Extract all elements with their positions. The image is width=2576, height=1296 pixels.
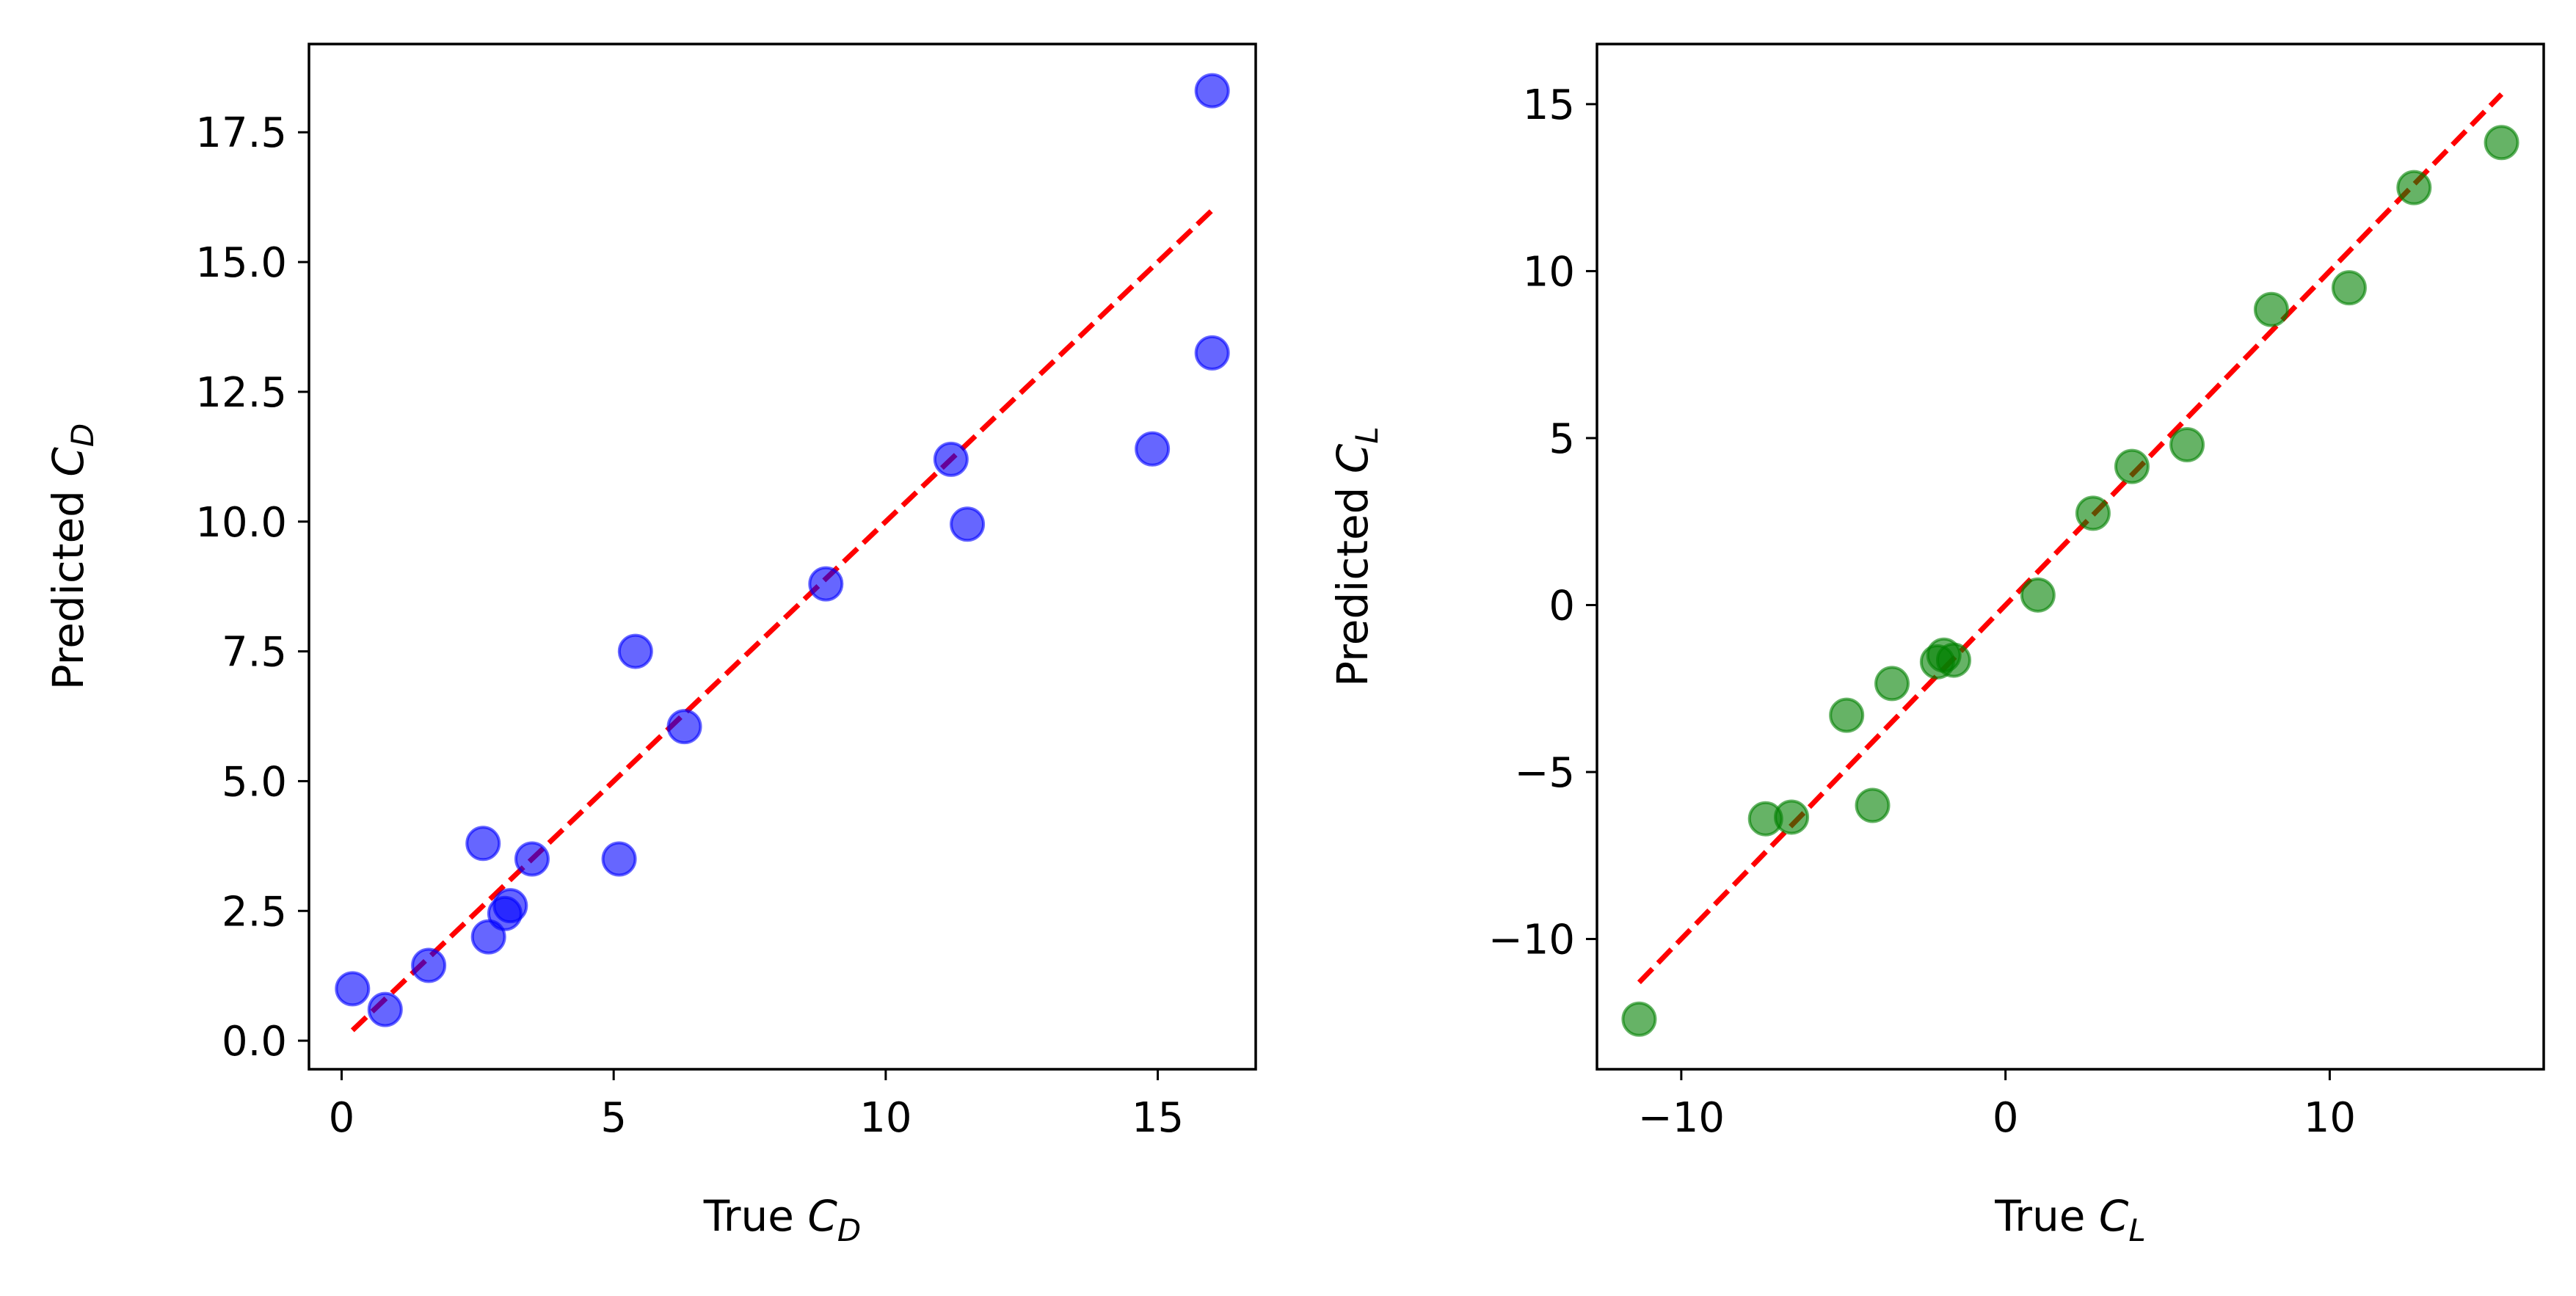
data-point-3 xyxy=(1829,697,1865,733)
data-point-4 xyxy=(1855,787,1891,823)
data-point-13 xyxy=(2253,291,2289,327)
data-point-11 xyxy=(2114,448,2150,484)
drag-coefficient-scatter-panel: 0 5 10 15 0.0 2.5 5.0 7.5 10.0 12.5 15.0 17.5 True C… xyxy=(43,43,1257,1248)
data-point-5 xyxy=(1874,666,1910,702)
x-tick-label-3: 15 xyxy=(1132,1094,1184,1142)
y-axis-label: Predicted CD xyxy=(43,423,101,691)
x-tick-label-2: 10 xyxy=(859,1094,912,1142)
data-point-11 xyxy=(808,566,844,602)
x-tick-label-0: −10 xyxy=(1638,1094,1725,1142)
data-point-3 xyxy=(465,826,501,862)
y-axis-label-prefix: Predicted xyxy=(1328,473,1378,687)
x-axis-label-subscript: L xyxy=(2128,1212,2145,1248)
identity-line xyxy=(350,208,1215,1033)
x-axis-label-prefix: True xyxy=(703,1191,808,1241)
data-point-9 xyxy=(617,633,653,669)
data-point-10 xyxy=(666,709,702,745)
data-point-16 xyxy=(2484,125,2519,161)
data-point-7 xyxy=(514,841,550,877)
data-point-15 xyxy=(2396,170,2432,205)
y-tick-label-3: 5 xyxy=(1549,415,1575,463)
x-axis-label: True CD xyxy=(703,1191,861,1248)
x-tick-label-1: 5 xyxy=(600,1094,627,1142)
data-point-13 xyxy=(950,506,986,542)
data-point-2 xyxy=(411,947,447,983)
identity-line xyxy=(1637,92,2504,985)
y-axis-label-prefix: Predicted xyxy=(43,477,93,691)
data-point-0 xyxy=(1621,1001,1657,1037)
y-axis-label-subscript: L xyxy=(1349,426,1385,443)
y-tick-label-4: 10.0 xyxy=(195,499,287,547)
data-point-8 xyxy=(601,841,637,877)
y-tick-label-1: −5 xyxy=(1514,749,1575,797)
y-axis-label-symbol: C xyxy=(1328,443,1378,473)
y-tick-label-7: 17.5 xyxy=(195,109,287,157)
data-point-2 xyxy=(1774,799,1810,835)
y-axis-label-subscript: D xyxy=(65,423,101,447)
x-axis-label-symbol: C xyxy=(807,1191,837,1241)
x-axis-label-subscript: D xyxy=(837,1212,861,1248)
y-tick-label-4: 10 xyxy=(1523,248,1575,296)
data-point-14 xyxy=(2331,270,2367,306)
y-tick-label-5: 12.5 xyxy=(195,369,287,417)
data-point-6 xyxy=(492,888,528,924)
y-tick-label-0: 0.0 xyxy=(222,1018,287,1066)
y-axis-label-symbol: C xyxy=(43,447,93,477)
data-point-1 xyxy=(367,991,403,1027)
data-point-15 xyxy=(1194,73,1230,109)
y-tick-label-2: 0 xyxy=(1549,582,1575,630)
x-tick-label-0: 0 xyxy=(329,1094,355,1142)
x-axis-label-symbol: C xyxy=(2099,1191,2129,1241)
data-point-9 xyxy=(2020,577,2056,613)
axes-frame xyxy=(1596,43,2545,1071)
y-tick-label-1: 2.5 xyxy=(222,888,287,936)
data-point-8 xyxy=(1935,642,1971,678)
y-axis-label: Predicted CL xyxy=(1328,426,1385,687)
data-point-12 xyxy=(2169,427,2205,463)
x-axis-label: True CL xyxy=(1994,1191,2146,1248)
y-tick-label-5: 15 xyxy=(1523,81,1575,129)
data-point-14 xyxy=(1135,431,1171,467)
axes-frame xyxy=(308,43,1257,1071)
y-tick-label-0: −10 xyxy=(1488,917,1575,964)
y-tick-label-3: 7.5 xyxy=(222,629,287,677)
data-point-16 xyxy=(1194,335,1230,371)
y-tick-label-6: 15.0 xyxy=(195,239,287,287)
x-axis-label-prefix: True xyxy=(1994,1191,2099,1241)
x-tick-label-2: 10 xyxy=(2304,1094,2356,1142)
data-point-12 xyxy=(933,441,969,477)
y-tick-label-2: 5.0 xyxy=(222,758,287,806)
data-point-10 xyxy=(2075,495,2111,531)
x-tick-label-1: 0 xyxy=(1993,1094,2019,1142)
data-point-0 xyxy=(335,971,371,1007)
